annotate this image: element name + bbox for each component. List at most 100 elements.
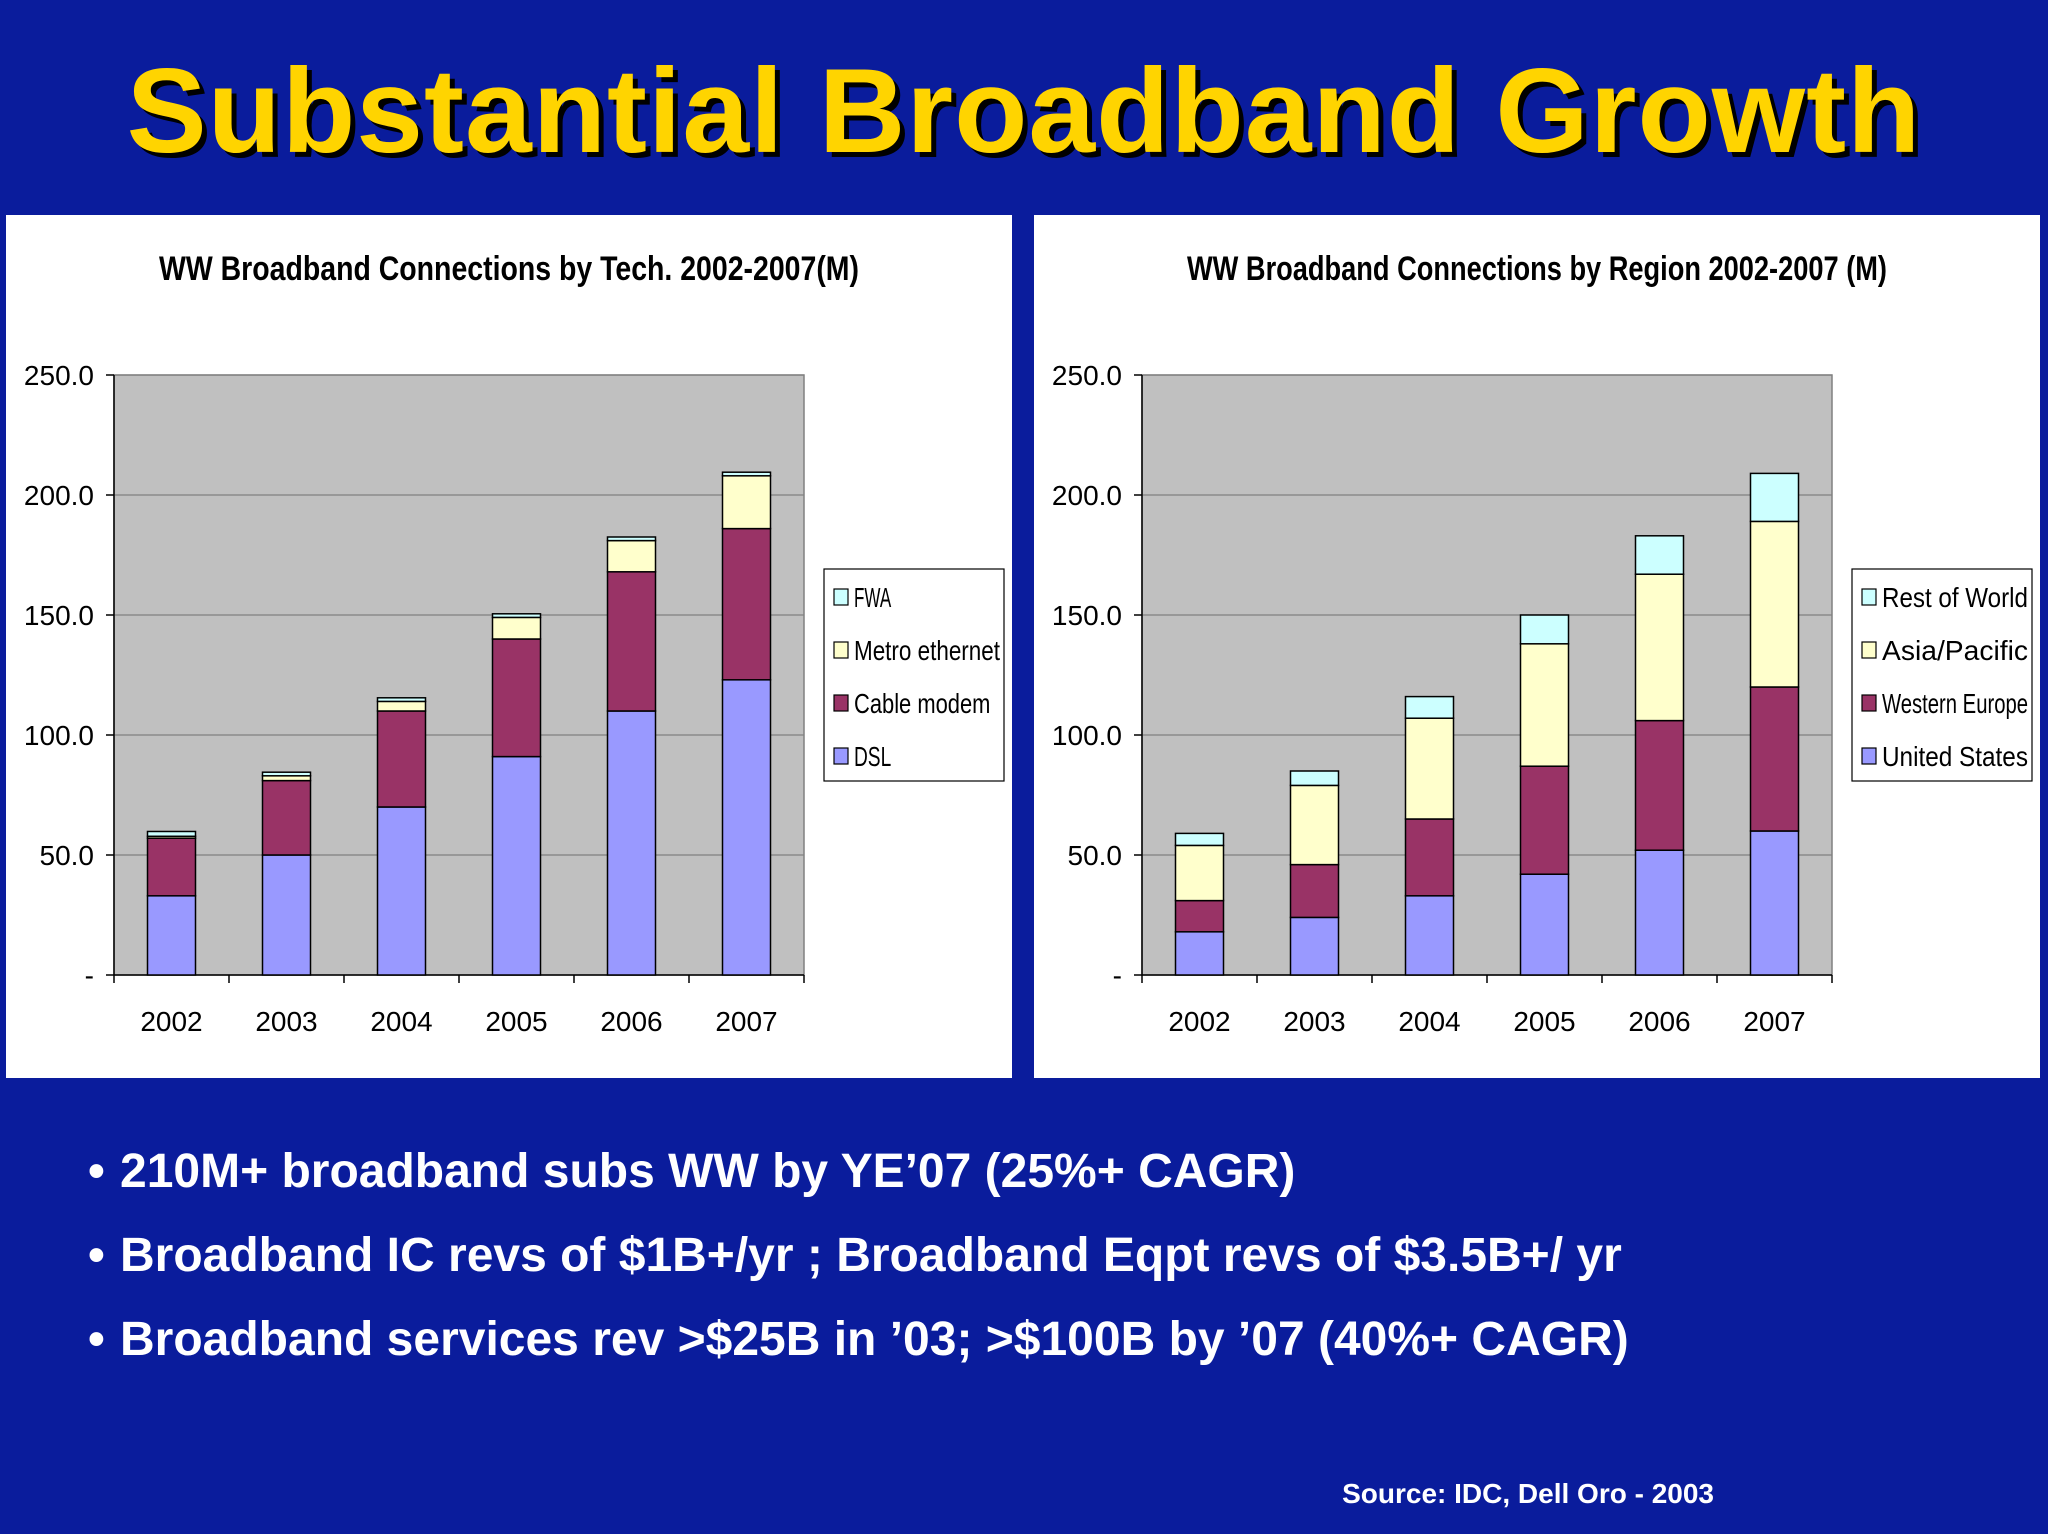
legend-swatch — [833, 694, 849, 712]
bar-segment — [606, 571, 657, 712]
bar-segment — [376, 710, 427, 808]
legend-swatch — [833, 641, 849, 659]
y-tick-label: 100.0 — [24, 720, 94, 751]
bar-segment — [491, 613, 542, 619]
bullet-text: Broadband IC revs of $1B+/yr ; Broadband… — [120, 1229, 1622, 1282]
bar-segment — [1404, 895, 1455, 976]
bar-segment — [491, 755, 542, 976]
legend-box — [1851, 568, 2033, 782]
bar-segment — [491, 638, 542, 758]
bullet-marker: • — [88, 1313, 105, 1366]
bar-segment — [1519, 614, 1570, 645]
x-tick-label: 2007 — [1743, 1006, 1805, 1037]
source-note: Source: IDC, Dell Oro - 2003 — [1342, 1478, 1714, 1509]
x-tick-label: 2003 — [1283, 1006, 1345, 1037]
bar-segment — [1749, 472, 1800, 523]
bar-segment — [1749, 830, 1800, 976]
bullet-list: • 210M+ broadband subs WW by YE’07 (25%+ … — [88, 1130, 1988, 1382]
bar-segment — [1634, 849, 1685, 976]
chart-region: WW Broadband Connections by Region 2002-… — [1052, 250, 2033, 1037]
bar-segment — [1289, 863, 1340, 919]
bar-segment — [1404, 717, 1455, 820]
legend-swatch — [1861, 588, 1877, 606]
legend-label: Western Europe — [1882, 688, 2028, 719]
bar-segment — [1749, 686, 1800, 832]
legend-label: United States — [1882, 741, 2028, 772]
legend-swatch — [1861, 694, 1877, 712]
bar-segment — [261, 771, 312, 777]
bar-segment — [376, 806, 427, 976]
bar-segment — [1289, 770, 1340, 787]
y-tick-label: 100.0 — [1052, 720, 1122, 751]
legend-swatch — [833, 588, 849, 606]
bar-segment — [721, 475, 772, 530]
bar-segment — [376, 697, 427, 703]
bullet-marker: • — [88, 1145, 105, 1198]
bullet-marker: • — [88, 1229, 105, 1282]
x-tick-label: 2006 — [600, 1006, 662, 1037]
bar-segment — [261, 854, 312, 976]
legend-box — [823, 568, 1005, 782]
x-tick-label: 2005 — [485, 1006, 547, 1037]
bar-segment — [146, 895, 197, 976]
bar-segment — [146, 837, 197, 897]
x-tick-label: 2006 — [1628, 1006, 1690, 1037]
bar-segment — [606, 710, 657, 976]
chart-panel-tech: WW Broadband Connections by Tech. 2002-2… — [6, 215, 1012, 1078]
bar-segment — [721, 679, 772, 976]
chart-tech: WW Broadband Connections by Tech. 2002-2… — [24, 250, 1005, 1037]
y-tick-label: 250.0 — [24, 360, 94, 391]
y-tick-label: 50.0 — [1068, 840, 1123, 871]
bar-segment — [1519, 873, 1570, 976]
bar-segment — [376, 700, 427, 712]
legend-swatch — [833, 747, 849, 765]
bar-segment — [1519, 643, 1570, 767]
x-tick-label: 2007 — [715, 1006, 777, 1037]
bar-segment — [146, 830, 197, 838]
y-tick-label: 150.0 — [24, 600, 94, 631]
legend-label: Cable modem — [854, 688, 990, 719]
legend-swatch — [1861, 641, 1877, 659]
y-tick-label: 50.0 — [40, 840, 95, 871]
bar-segment — [606, 536, 657, 542]
y-tick-label: 200.0 — [1052, 480, 1122, 511]
bar-segment — [261, 779, 312, 856]
x-tick-label: 2002 — [1168, 1006, 1230, 1037]
chart-panel-region: WW Broadband Connections by Region 2002-… — [1034, 215, 2040, 1078]
y-tick-label: - — [1113, 960, 1122, 991]
y-tick-label: - — [85, 960, 94, 991]
legend-label: Asia/Pacific — [1882, 635, 2028, 666]
slide-title: Substantial Broadband Growth — [126, 44, 1922, 178]
bar-segment — [1174, 832, 1225, 847]
bullet-text: Broadband services rev >$25B in ’03; >$1… — [120, 1313, 1629, 1366]
bar-segment — [491, 616, 542, 640]
bullet-item: • 210M+ broadband subs WW by YE’07 (25%+ … — [88, 1130, 1988, 1214]
legend-label: Rest of World — [1882, 582, 2028, 613]
plot-area — [113, 374, 805, 976]
bar-segment — [1634, 535, 1685, 575]
legend-label: DSL — [854, 741, 891, 772]
bullet-text: 210M+ broadband subs WW by YE’07 (25%+ C… — [120, 1145, 1296, 1198]
x-tick-label: 2004 — [1398, 1006, 1460, 1037]
bar-segment — [1174, 844, 1225, 902]
y-tick-label: 150.0 — [1052, 600, 1122, 631]
bar-segment — [1289, 784, 1340, 866]
chart-title: WW Broadband Connections by Tech. 2002-2… — [159, 250, 859, 288]
y-tick-label: 250.0 — [1052, 360, 1122, 391]
bar-segment — [1634, 719, 1685, 851]
bar-segment — [721, 527, 772, 681]
bar-segment — [1404, 695, 1455, 719]
x-tick-label: 2004 — [370, 1006, 432, 1037]
bar-segment — [1289, 916, 1340, 976]
bullet-item: • Broadband services rev >$25B in ’03; >$… — [88, 1298, 1988, 1382]
bar-segment — [721, 471, 772, 477]
chart-title: WW Broadband Connections by Region 2002-… — [1187, 250, 1887, 288]
bar-segment — [1174, 931, 1225, 976]
bar-segment — [1174, 899, 1225, 933]
bar-segment — [1634, 573, 1685, 722]
plot-area — [1141, 374, 1833, 976]
bar-segment — [1749, 520, 1800, 688]
legend-label: FWA — [854, 582, 891, 613]
legend-swatch — [1861, 747, 1877, 765]
x-tick-label: 2003 — [255, 1006, 317, 1037]
